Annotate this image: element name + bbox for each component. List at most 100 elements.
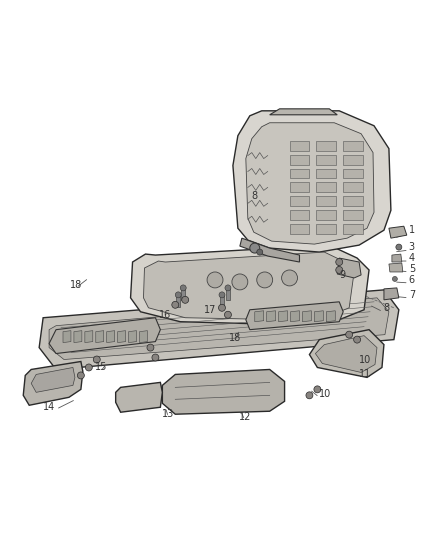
Circle shape <box>257 249 263 255</box>
Polygon shape <box>343 141 363 151</box>
Circle shape <box>392 277 397 281</box>
Text: 16: 16 <box>159 310 171 320</box>
Polygon shape <box>162 369 285 414</box>
Polygon shape <box>389 263 403 272</box>
Text: 9: 9 <box>339 270 345 280</box>
Polygon shape <box>290 141 309 151</box>
Polygon shape <box>343 168 363 179</box>
Polygon shape <box>303 311 311 322</box>
Polygon shape <box>316 182 336 192</box>
Circle shape <box>85 364 92 371</box>
Polygon shape <box>315 336 377 373</box>
Polygon shape <box>85 330 93 343</box>
Text: 13: 13 <box>162 409 174 419</box>
Circle shape <box>336 259 343 265</box>
Polygon shape <box>220 295 224 307</box>
Polygon shape <box>392 254 402 262</box>
Polygon shape <box>129 330 137 343</box>
Polygon shape <box>118 330 126 343</box>
Polygon shape <box>343 155 363 165</box>
Circle shape <box>282 270 297 286</box>
Polygon shape <box>316 211 336 220</box>
Text: 11: 11 <box>359 369 371 379</box>
Circle shape <box>182 296 189 303</box>
Circle shape <box>346 331 353 338</box>
Polygon shape <box>39 290 399 369</box>
Text: 5: 5 <box>409 264 415 274</box>
Polygon shape <box>316 168 336 179</box>
Circle shape <box>219 292 225 298</box>
Polygon shape <box>23 361 83 405</box>
Circle shape <box>152 354 159 361</box>
Polygon shape <box>343 224 363 234</box>
Polygon shape <box>233 111 391 252</box>
Polygon shape <box>290 224 309 234</box>
Polygon shape <box>316 155 336 165</box>
Polygon shape <box>309 330 384 377</box>
Text: 17: 17 <box>204 305 216 315</box>
Text: 3: 3 <box>409 242 415 252</box>
Polygon shape <box>389 226 407 238</box>
Polygon shape <box>181 288 185 300</box>
Text: 10: 10 <box>319 389 332 399</box>
Text: 7: 7 <box>409 290 415 300</box>
Polygon shape <box>270 109 337 115</box>
Circle shape <box>147 344 154 351</box>
Polygon shape <box>290 155 309 165</box>
Polygon shape <box>246 302 343 330</box>
Polygon shape <box>96 330 104 343</box>
Circle shape <box>175 292 181 298</box>
Polygon shape <box>255 311 264 322</box>
Text: 14: 14 <box>43 402 55 412</box>
Polygon shape <box>74 330 82 343</box>
Circle shape <box>224 311 231 318</box>
Circle shape <box>353 336 360 343</box>
Polygon shape <box>240 238 300 262</box>
Circle shape <box>232 274 248 290</box>
Polygon shape <box>267 311 276 322</box>
Circle shape <box>180 285 186 291</box>
Polygon shape <box>384 288 399 300</box>
Polygon shape <box>343 211 363 220</box>
Text: 18: 18 <box>229 333 241 343</box>
Text: 18: 18 <box>70 280 82 290</box>
Polygon shape <box>49 298 389 360</box>
Polygon shape <box>290 182 309 192</box>
Polygon shape <box>63 330 71 343</box>
Polygon shape <box>279 311 288 322</box>
Text: 1: 1 <box>409 225 415 235</box>
Polygon shape <box>226 288 230 300</box>
Text: 8: 8 <box>252 191 258 201</box>
Polygon shape <box>290 211 309 220</box>
Circle shape <box>257 272 273 288</box>
Circle shape <box>250 243 260 253</box>
Polygon shape <box>290 168 309 179</box>
Polygon shape <box>316 224 336 234</box>
Polygon shape <box>140 330 148 343</box>
Circle shape <box>78 372 85 379</box>
Polygon shape <box>116 382 162 412</box>
Polygon shape <box>107 330 115 343</box>
Circle shape <box>219 304 226 311</box>
Polygon shape <box>144 252 354 320</box>
Text: 10: 10 <box>359 354 371 365</box>
Polygon shape <box>314 311 323 322</box>
Polygon shape <box>31 367 75 392</box>
Circle shape <box>93 356 100 363</box>
Polygon shape <box>337 258 361 278</box>
Text: 4: 4 <box>409 253 415 263</box>
Circle shape <box>396 244 402 250</box>
Circle shape <box>306 392 313 399</box>
Text: 8: 8 <box>383 303 389 313</box>
Text: 6: 6 <box>409 275 415 285</box>
Circle shape <box>336 266 343 273</box>
Polygon shape <box>131 245 369 325</box>
Polygon shape <box>343 196 363 206</box>
Circle shape <box>225 285 231 291</box>
Polygon shape <box>316 141 336 151</box>
Text: 12: 12 <box>239 412 251 422</box>
Polygon shape <box>326 311 335 322</box>
Circle shape <box>207 272 223 288</box>
Polygon shape <box>290 196 309 206</box>
Polygon shape <box>343 182 363 192</box>
